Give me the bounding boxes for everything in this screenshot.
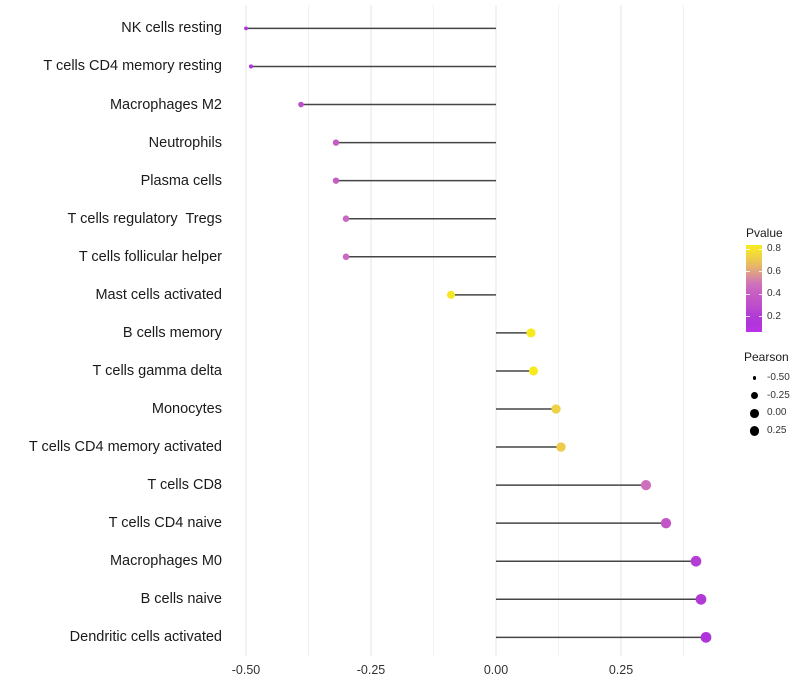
y-axis-label: Monocytes (151, 401, 222, 417)
lollipop-dot (695, 593, 707, 605)
y-axis-label: Neutrophils (148, 134, 222, 151)
size-legend-dot (750, 409, 759, 418)
colorbar-tick-mark (746, 248, 750, 250)
y-axis-label: T cells gamma delta (92, 362, 222, 379)
lollipop-dot (526, 328, 536, 338)
y-axis-label: Macrophages M2 (109, 96, 222, 113)
size-legend-label: 0.25 (767, 425, 787, 437)
pvalue-legend-title: Pvalue (746, 226, 783, 240)
colorbar-tick-mark (746, 271, 750, 273)
size-legend-label: -0.50 (767, 372, 790, 383)
y-axis-label: T cells follicular helper (78, 248, 222, 265)
lollipop-dot (700, 631, 712, 643)
lollipop-dot (248, 64, 254, 69)
colorbar-tick-mark (758, 271, 762, 273)
size-legend-dot (751, 392, 758, 400)
size-legend-dot (749, 426, 760, 437)
lollipop-dot (660, 517, 672, 529)
colorbar-tick-mark (758, 248, 762, 250)
y-axis-label: T cells CD4 naive (108, 515, 222, 532)
y-axis-label: Dendritic cells activated (69, 629, 222, 646)
y-axis-label: Mast cells activated (95, 286, 222, 303)
lollipop-dot (342, 215, 350, 222)
pvalue-colorbar (746, 245, 762, 332)
lollipop-dot (528, 366, 539, 376)
size-legend-label: -0.25 (767, 389, 790, 401)
y-axis-label: T cells CD8 (147, 477, 222, 494)
lollipop-dot (690, 555, 702, 567)
x-axis-tick-label: 0.25 (608, 663, 634, 677)
colorbar-tick-label: 0.2 (767, 310, 781, 322)
y-axis-label: T cells CD4 memory resting (43, 58, 222, 75)
lollipop-dot (640, 480, 652, 491)
x-axis-tick-label: 0.00 (483, 663, 509, 677)
size-legend-label: 0.00 (767, 407, 787, 419)
lollipop-dot (332, 139, 340, 146)
y-axis-label: Macrophages M0 (109, 553, 222, 570)
lollipop-dot (332, 177, 340, 184)
y-axis-label: NK cells resting (121, 20, 222, 37)
colorbar-tick-mark (746, 316, 750, 318)
y-axis-label: T cells CD4 memory activated (28, 439, 222, 456)
lollipop-dot (342, 253, 350, 261)
size-legend-dot (752, 376, 757, 380)
lollipop-dot (556, 442, 566, 452)
lollipop-dot (551, 404, 561, 414)
x-axis-tick-label: -0.50 (231, 663, 261, 677)
y-axis-label: Plasma cells (140, 172, 222, 189)
lollipop-dot (446, 290, 456, 299)
y-axis-label: T cells regulatory Tregs (67, 210, 222, 227)
lollipop-dot (244, 26, 248, 31)
colorbar-tick-label: 0.8 (767, 243, 781, 255)
colorbar-tick-label: 0.6 (767, 265, 781, 277)
colorbar-tick-mark (746, 293, 750, 295)
x-axis-tick-label: -0.25 (356, 663, 386, 677)
colorbar-tick-mark (758, 293, 762, 295)
colorbar-tick-label: 0.4 (767, 288, 781, 300)
y-axis-label: B cells memory (122, 324, 222, 341)
lollipop-dot (298, 101, 304, 108)
pearson-legend-title: Pearson (744, 350, 789, 364)
y-axis-label: B cells naive (140, 591, 222, 608)
colorbar-tick-mark (758, 316, 762, 318)
